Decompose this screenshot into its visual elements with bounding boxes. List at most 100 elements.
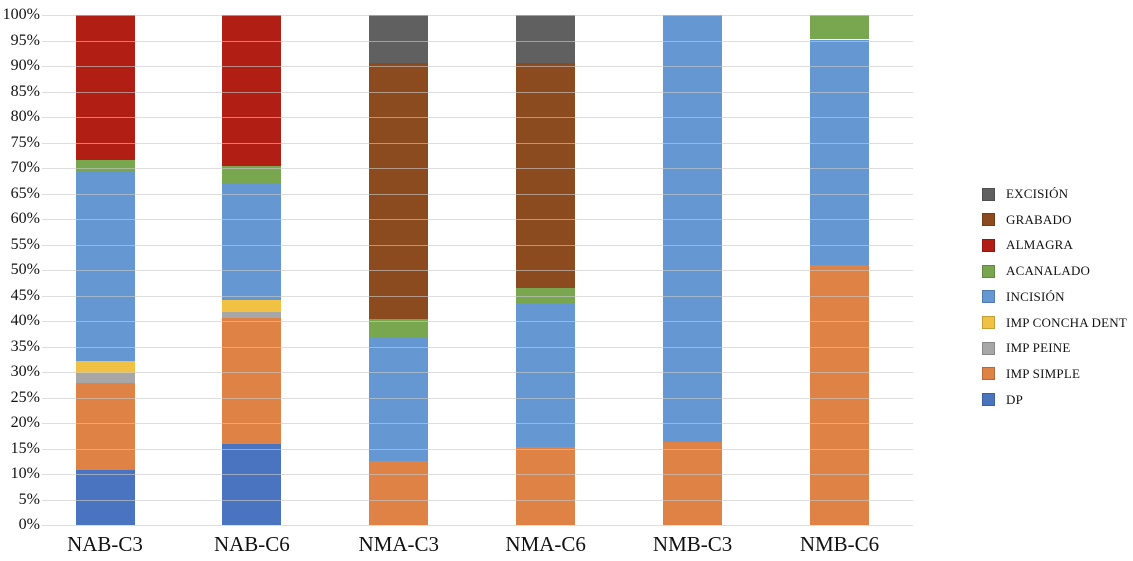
legend-item: DP	[982, 391, 1024, 407]
x-category-label: NMA-C3	[358, 532, 440, 556]
segment-imp-simple	[810, 264, 869, 525]
gridline	[42, 295, 913, 297]
segment-dp	[222, 444, 282, 525]
legend-item: IMP PEINE	[982, 340, 1071, 356]
segment-almagra	[222, 15, 282, 166]
x-category-label: NMB-C3	[652, 532, 733, 556]
segment-incisión	[369, 337, 429, 462]
gridline	[42, 193, 913, 195]
y-tick-label: 55%	[10, 235, 40, 253]
legend-item: ALMAGRA	[982, 237, 1074, 253]
legend-swatch-imp-simple	[982, 367, 995, 381]
legend-label: DP	[1006, 391, 1024, 407]
segment-imp-simple	[663, 441, 723, 525]
bar-nma-c6	[516, 15, 576, 525]
y-tick-label: 35%	[10, 337, 40, 355]
y-tick-label: 5%	[18, 490, 40, 508]
y-tick-label: 15%	[10, 439, 40, 457]
legend-item: GRABADO	[982, 211, 1072, 227]
gridline	[42, 321, 913, 322]
gridline	[42, 244, 913, 246]
legend-swatch-dp	[982, 393, 995, 407]
y-tick-label: 80%	[10, 108, 40, 125]
y-tick-label: 65%	[10, 184, 40, 202]
y-tick-label: 45%	[10, 286, 40, 304]
legend-swatch-imp-peine	[982, 341, 995, 355]
segment-acanalado	[75, 159, 135, 172]
segment-imp-simple	[369, 461, 429, 525]
y-tick-label: 25%	[10, 388, 40, 406]
legend-label: ALMAGRA	[1006, 237, 1074, 253]
legend-swatch-imp-concha-dent	[982, 316, 995, 329]
y-tick-label: 50%	[10, 261, 40, 278]
legend-label: IMP CONCHA DENT	[1006, 314, 1127, 330]
x-category-label: NAB-C3	[67, 532, 143, 556]
segment-acanalado	[369, 318, 429, 338]
gridline	[42, 372, 913, 373]
legend-item: EXCISIÓN	[982, 186, 1069, 201]
legend-swatch-grabado	[982, 213, 995, 227]
y-tick-label: 60%	[10, 210, 40, 227]
bar-nma-c3	[369, 15, 429, 525]
legend-label: INCISIÓN	[1006, 288, 1065, 304]
gridline	[42, 91, 913, 93]
gridline	[42, 499, 913, 501]
bar-nab-c6	[222, 15, 282, 525]
segment-imp-peine	[222, 311, 282, 319]
segment-almagra	[75, 15, 135, 160]
legend-label: IMP SIMPLE	[1006, 365, 1081, 381]
legend-swatch-almagra	[982, 238, 995, 252]
legend-item: INCISIÓN	[982, 288, 1065, 304]
gridline	[42, 525, 913, 526]
y-tick-label: 90%	[10, 57, 40, 74]
legend-label: GRABADO	[1006, 211, 1072, 227]
segment-incisión	[810, 39, 869, 265]
y-tick-label: 70%	[10, 159, 40, 176]
legend-item: ACANALADO	[982, 263, 1091, 279]
segment-acanalado	[222, 165, 282, 183]
legend-label: IMP PEINE	[1006, 340, 1071, 356]
bar-nmb-c3	[663, 15, 723, 525]
y-tick-label: 0%	[18, 516, 40, 533]
gridline	[42, 270, 913, 271]
x-category-label: NMB-C6	[799, 532, 880, 556]
legend-label: ACANALADO	[1006, 263, 1091, 279]
legend-item: IMP CONCHA DENT	[982, 314, 1127, 330]
x-category-label: NMA-C6	[505, 532, 586, 556]
bar-nmb-c6	[810, 15, 869, 525]
gridline	[42, 397, 913, 399]
y-tick-label: 20%	[10, 414, 40, 431]
gridline	[42, 219, 913, 220]
segment-grabado	[516, 63, 576, 289]
segment-imp-concha-dent	[75, 360, 135, 373]
y-tick-label: 40%	[10, 312, 40, 329]
y-tick-label: 75%	[10, 133, 40, 151]
segment-imp-concha-dent	[222, 300, 282, 312]
bar-nab-c3	[75, 15, 135, 525]
y-tick-label: 95%	[10, 31, 40, 49]
legend-item: IMP SIMPLE	[982, 365, 1081, 381]
y-tick-label: 100%	[2, 6, 40, 23]
segment-imp-simple	[75, 383, 135, 470]
gridline	[42, 346, 913, 348]
segment-incisión	[663, 15, 723, 442]
segment-acanalado	[516, 288, 576, 304]
gridline	[42, 40, 913, 42]
gridline	[42, 117, 913, 118]
segment-excisión	[369, 15, 429, 64]
legend-swatch-excisión	[982, 187, 995, 201]
legend-swatch-acanalado	[982, 264, 995, 278]
y-tick-label: 30%	[10, 363, 40, 380]
segment-dp	[75, 469, 135, 525]
x-category-label: NAB-C6	[213, 532, 290, 556]
gridline	[42, 448, 913, 450]
legend-swatch-incisión	[982, 290, 995, 304]
segment-incisión	[516, 303, 576, 448]
segment-grabado	[369, 63, 429, 319]
segment-imp-simple	[516, 447, 576, 525]
gridline	[42, 474, 913, 475]
gridline	[42, 423, 913, 424]
y-tick-label: 85%	[10, 82, 40, 100]
legend-label: EXCISIÓN	[1006, 186, 1069, 201]
